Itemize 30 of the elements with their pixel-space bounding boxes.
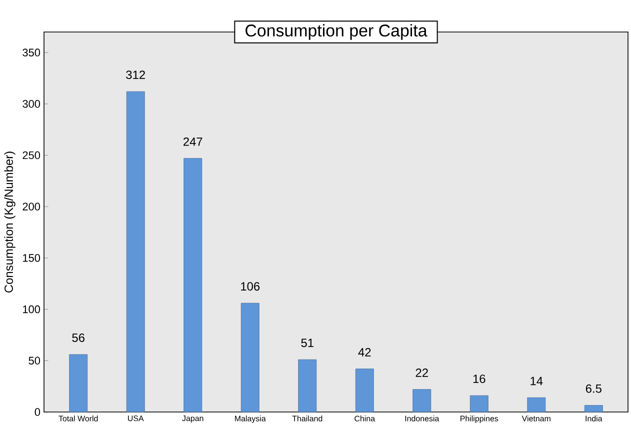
bar	[126, 91, 145, 412]
data-label: 14	[530, 376, 543, 386]
data-label: 51	[301, 338, 314, 348]
data-label: 56	[72, 334, 84, 342]
data-label: 312	[126, 70, 145, 80]
bar	[470, 395, 488, 412]
chart-title: Consumption per Capita	[246, 24, 428, 40]
y-tick-label: 350	[22, 48, 40, 56]
bar	[69, 354, 88, 412]
y-tick-label: 0	[34, 408, 40, 416]
y-tick-label: 50	[28, 356, 40, 365]
y-axis-title: Consumption (Kg/Number)	[4, 152, 16, 292]
y-tick-label: 300	[22, 100, 40, 108]
bar	[584, 405, 603, 412]
data-label: 22	[416, 368, 428, 377]
y-tick-label: 100	[23, 305, 40, 314]
y-tick-label: 150	[23, 254, 40, 262]
data-label: 106	[241, 282, 260, 291]
data-label: 6.5	[586, 384, 602, 393]
data-label: 42	[358, 348, 371, 356]
y-tick-label: 200	[22, 202, 40, 210]
bar	[298, 359, 317, 412]
data-label: 247	[183, 137, 202, 146]
bar	[240, 302, 260, 412]
bar	[412, 389, 432, 412]
bar	[527, 397, 546, 412]
y-tick-label: 250	[22, 151, 40, 160]
bar	[184, 158, 202, 412]
bar	[355, 368, 374, 412]
data-label: 16	[473, 374, 486, 384]
